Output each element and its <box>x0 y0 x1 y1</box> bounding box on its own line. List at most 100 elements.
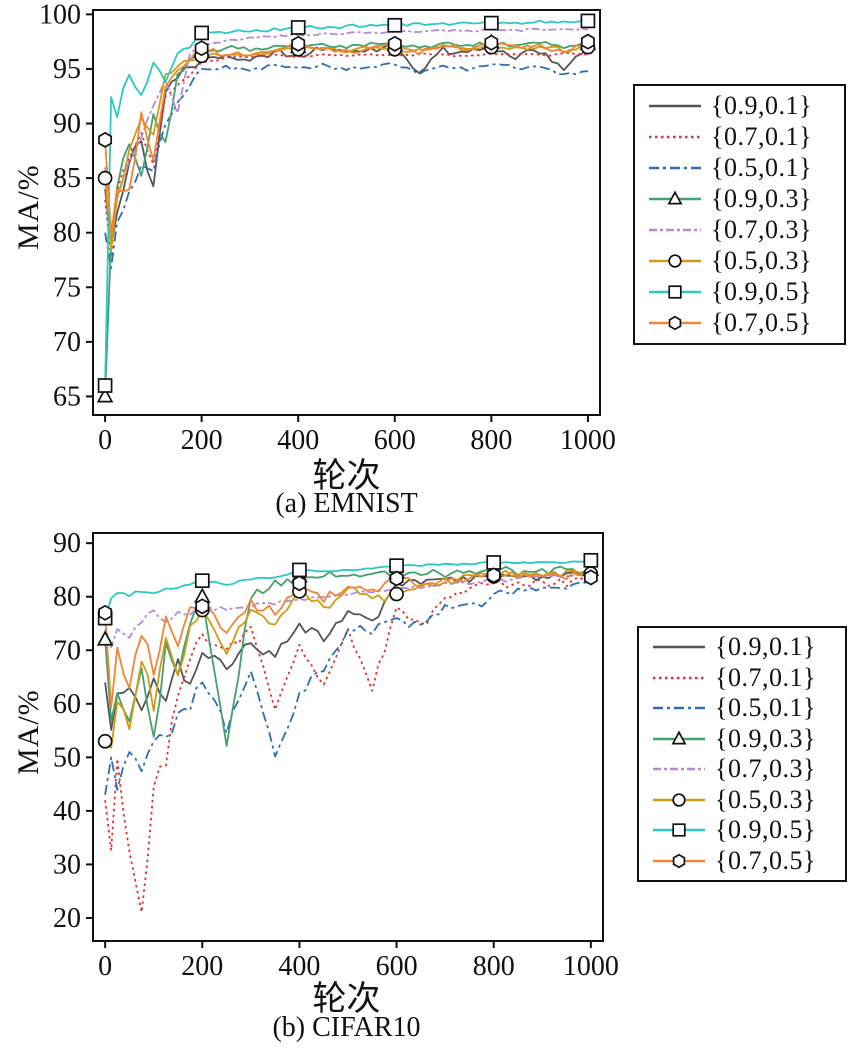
y-axis-ticks: 65 70 75 80 85 90 95 100 <box>39 0 93 412</box>
circle-marker <box>389 586 404 602</box>
legend-item: {0.9,0.3} <box>639 724 845 754</box>
legend-line-sample <box>649 254 701 268</box>
series-line-7 <box>104 571 592 709</box>
hexagon-marker <box>195 598 210 615</box>
legend-item: {0.5,0.3} <box>635 246 844 276</box>
y-axis-label-cifar10: MA/% <box>12 689 45 775</box>
y-tick-label: 20 <box>53 903 81 934</box>
legend-line-sample <box>653 853 705 868</box>
legend-item: {0.9,0.5} <box>639 815 845 845</box>
legend-label: {0.9,0.1} <box>711 91 812 120</box>
series-line-4 <box>104 27 589 237</box>
legend-item: {0.7,0.1} <box>635 122 844 152</box>
y-tick-label: 30 <box>53 849 81 880</box>
legend-line-sample <box>653 707 705 710</box>
square-marker <box>290 20 306 35</box>
hexagon-marker <box>387 35 402 52</box>
series-lines <box>104 19 589 397</box>
x-tick-label: 1000 <box>563 951 619 982</box>
series-markers <box>96 13 597 403</box>
legend-line-sample <box>653 767 705 771</box>
legend-cifar10: {0.9,0.1} {0.7,0.1} {0.5,0.1} {0.9,0.3} {0.7… <box>637 626 847 882</box>
series-markers <box>96 552 600 749</box>
hexagon-marker <box>194 40 209 57</box>
series-line-2 <box>104 579 592 795</box>
x-tick-label: 400 <box>277 425 319 456</box>
plot-border <box>92 9 601 416</box>
x-tick-label: 200 <box>181 425 223 456</box>
legend-line-sample <box>653 792 705 807</box>
circle-marker-icon <box>668 254 682 268</box>
y-axis-label-emnist: MA/% <box>12 164 45 250</box>
square-marker <box>97 378 113 393</box>
legend-line-sample <box>649 135 701 139</box>
triangle-marker-icon <box>667 190 683 205</box>
emnist-chart: 0 200 400 600 800 1000 65 70 75 80 85 90 95 100 <box>39 0 616 456</box>
hexagon-marker <box>98 604 113 621</box>
legend-line-sample <box>649 315 701 331</box>
hexagon-marker <box>292 575 307 592</box>
legend-line-sample <box>653 646 705 649</box>
series-line-1 <box>104 51 589 258</box>
y-tick-label: 95 <box>53 54 81 85</box>
circle-marker <box>97 733 113 749</box>
y-axis-ticks: 20 30 40 50 60 70 80 90 <box>53 528 93 934</box>
plot-border <box>92 532 604 942</box>
hexagon-marker <box>291 35 306 52</box>
series-line-7 <box>104 40 589 235</box>
legend-label: {0.7,0.1} <box>711 122 812 151</box>
square-marker <box>194 573 210 589</box>
y-tick-label: 75 <box>53 272 81 303</box>
triangle-marker <box>96 630 114 646</box>
subtitle-cifar10: (b) CIFAR10 <box>272 1012 421 1043</box>
hexagon-marker <box>389 570 404 587</box>
legend-label: {0.7,0.5} <box>711 308 812 337</box>
hexagon-marker <box>486 567 501 584</box>
hexagon-marker <box>98 131 113 148</box>
square-marker <box>580 13 596 29</box>
x-tick-label: 400 <box>278 951 320 982</box>
series-line-3 <box>104 41 588 397</box>
legend-label: {0.7,0.3} <box>715 754 816 784</box>
square-marker-icon <box>668 285 682 299</box>
legend-item: {0.5,0.1} <box>635 153 844 183</box>
legend-item: {0.7,0.1} <box>639 663 845 693</box>
legend-item: {0.9,0.3} <box>635 184 844 214</box>
y-tick-label: 100 <box>39 0 81 30</box>
legend-line-sample <box>649 166 701 170</box>
square-marker <box>583 552 599 568</box>
legend-line-sample <box>653 823 705 837</box>
square-marker <box>486 555 502 570</box>
series-line-1 <box>104 576 592 913</box>
square-marker <box>292 562 307 578</box>
legend-label: {0.9,0.5} <box>715 815 816 845</box>
legend-label: {0.9,0.5} <box>711 277 812 306</box>
legend-label: {0.9,0.3} <box>711 184 812 213</box>
hexagon-marker-icon <box>668 315 682 331</box>
x-tick-label: 800 <box>473 951 515 982</box>
y-tick-label: 85 <box>53 163 81 194</box>
y-tick-label: 70 <box>53 327 81 358</box>
series-line-3 <box>104 565 592 747</box>
y-tick-label: 90 <box>53 109 81 140</box>
x-axis-label-emnist: 轮次 <box>312 458 381 495</box>
legend-item: {0.7,0.3} <box>635 215 844 245</box>
legend-item: {0.9,0.1} <box>635 91 844 121</box>
legend-item: {0.7,0.3} <box>639 754 845 784</box>
x-axis-ticks: 0 200 400 600 800 1000 <box>98 941 619 982</box>
triangle-marker <box>96 387 114 403</box>
subtitle-emnist: (a) EMNIST <box>275 488 418 519</box>
series-line-4 <box>104 571 592 648</box>
legend-label: {0.9,0.3} <box>715 723 816 753</box>
legend-label: {0.7,0.1} <box>715 662 816 692</box>
y-tick-label: 40 <box>53 796 81 827</box>
x-axis-ticks: 0 200 400 600 800 1000 <box>98 415 616 456</box>
legend-label: {0.5,0.3} <box>711 246 812 275</box>
x-tick-label: 0 <box>98 425 112 456</box>
legend-line-sample <box>649 104 701 108</box>
legend-line-sample <box>653 730 705 745</box>
legend-emnist: {0.9,0.1} {0.7,0.1} {0.5,0.1} {0.9,0.3} {0.7… <box>633 84 846 345</box>
legend-label: {0.9,0.1} <box>715 632 816 662</box>
legend-line-sample <box>649 190 701 205</box>
